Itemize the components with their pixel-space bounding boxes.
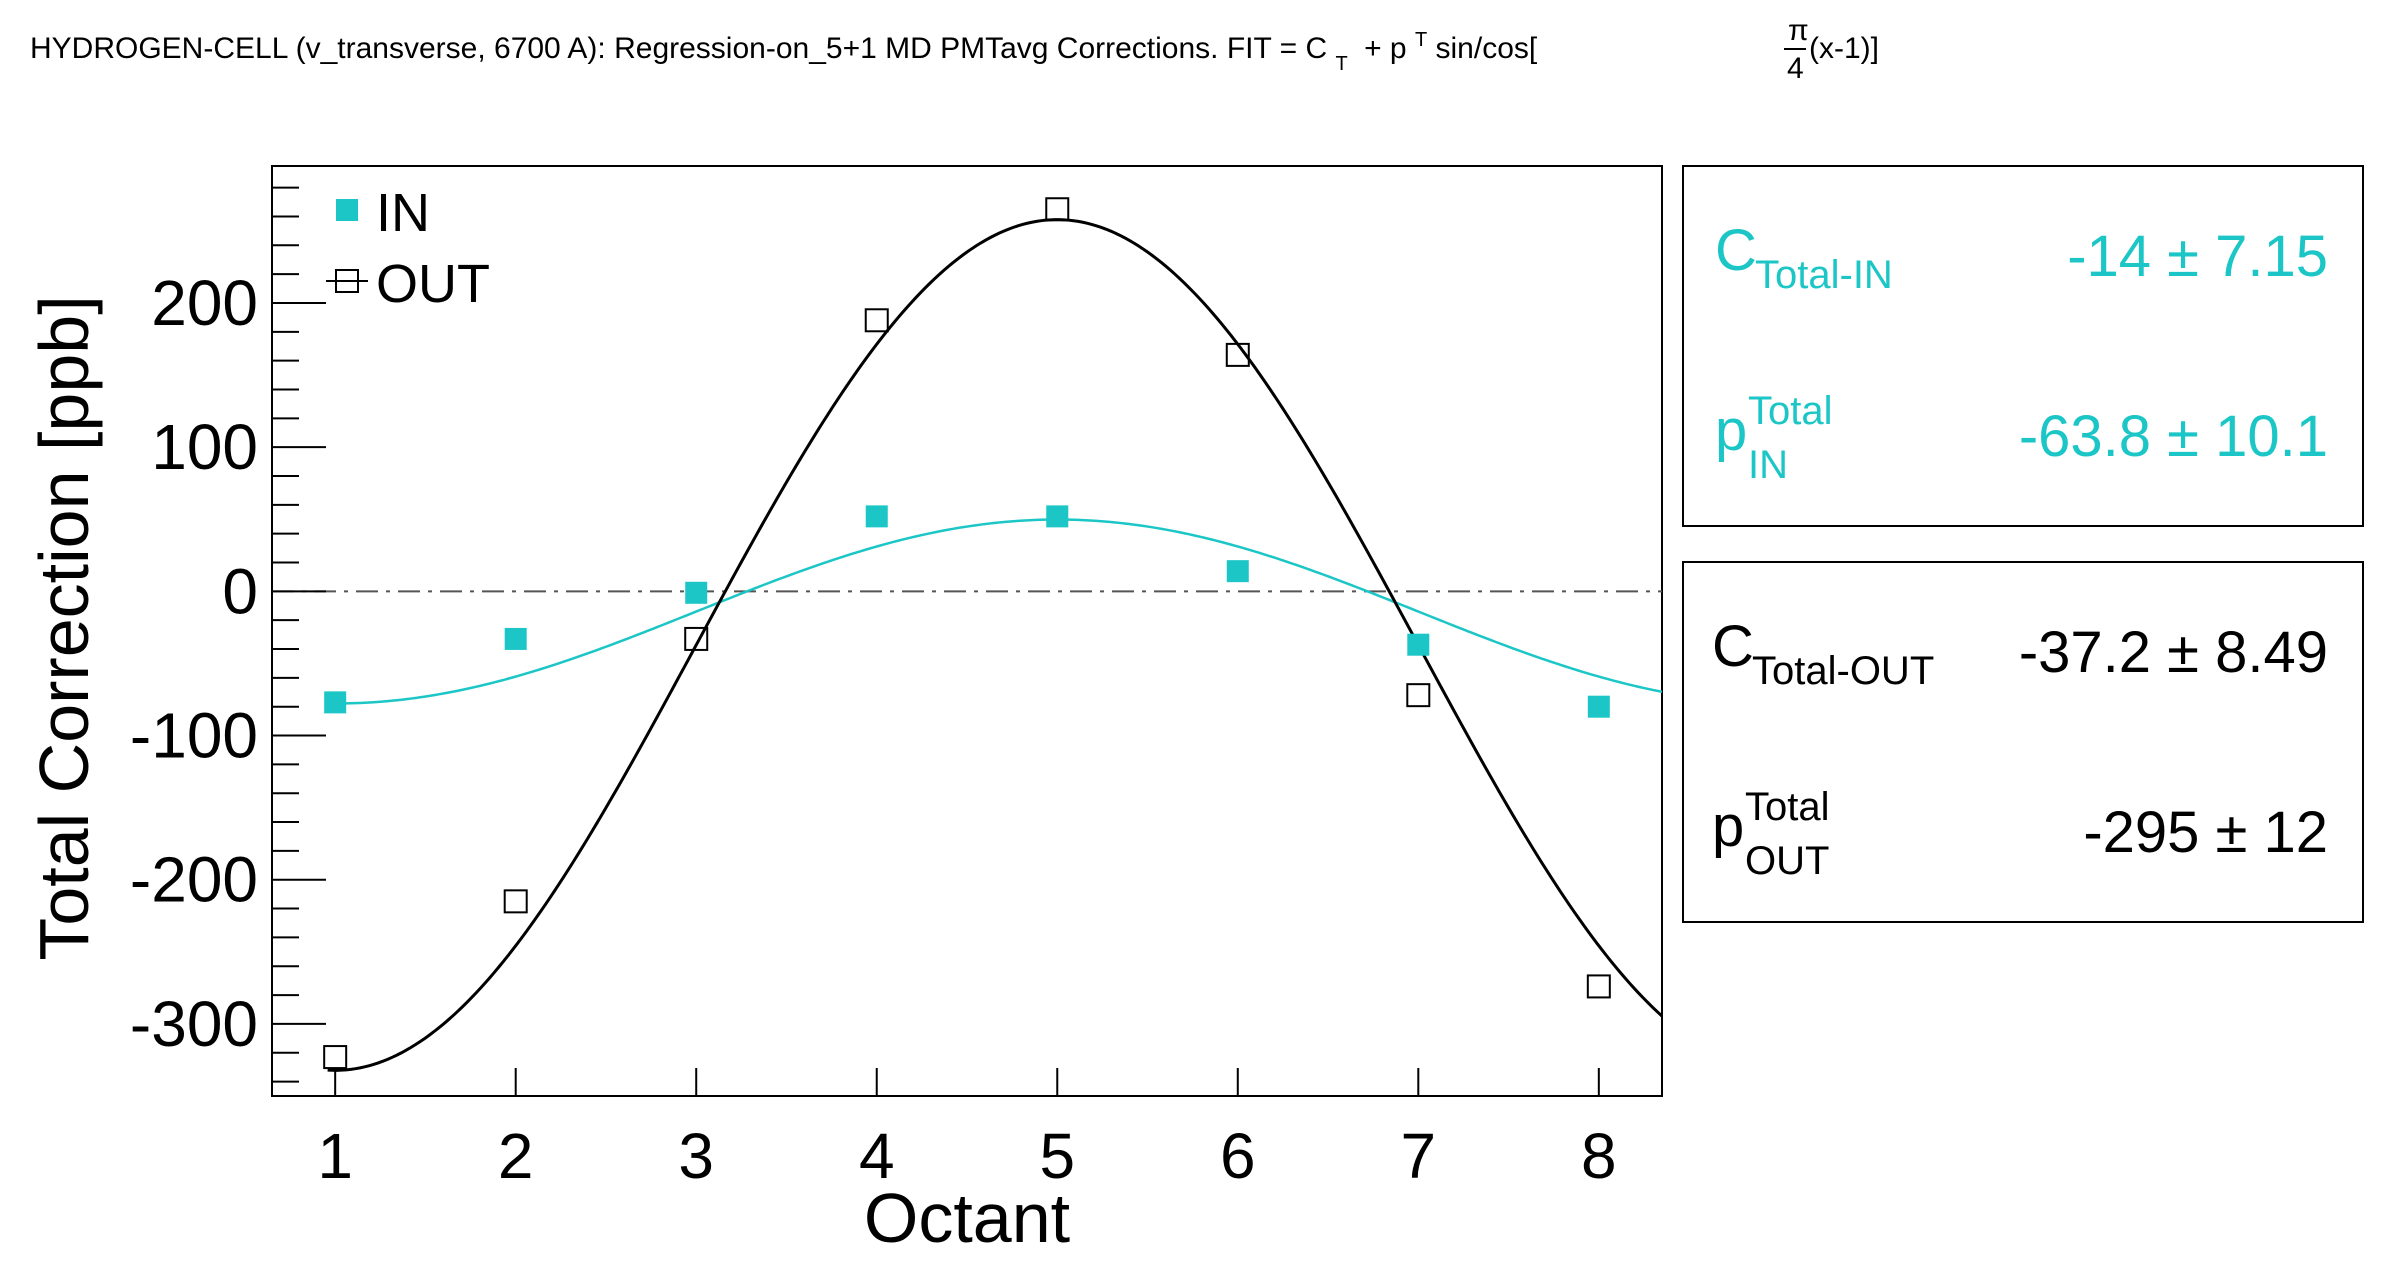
markers: [323, 197, 1611, 1070]
x-tick-label: 6: [1220, 1120, 1256, 1192]
point-out: [1225, 342, 1250, 367]
title-p-sup: T: [1415, 29, 1427, 51]
point-out: [1406, 683, 1431, 708]
point-in: [324, 691, 347, 714]
stat-out-p-symbol: p: [1712, 794, 1744, 859]
point-in: [1046, 505, 1069, 528]
chart-title: HYDROGEN-CELL (v_transverse, 6700 A): Re…: [30, 14, 1879, 85]
point-out: [1586, 974, 1611, 999]
svg-text:HYDROGEN-CELL (v_transverse, 6: HYDROGEN-CELL (v_transverse, 6700 A): Re…: [30, 20, 1538, 77]
stat-out-p-sub: OUT: [1745, 839, 1829, 883]
x-tick-label: 2: [498, 1120, 534, 1192]
legend: IN OUT: [326, 183, 490, 314]
fit-curves: [327, 218, 1664, 1072]
y-tick-label: -200: [130, 844, 258, 916]
point-in: [865, 505, 888, 528]
y-tick-label: 0: [222, 555, 258, 627]
stat-in-p-symbol: p: [1715, 398, 1747, 463]
y-ticks: -300 -200 -100 0 100 200: [130, 186, 326, 1083]
stat-out-c-sub: Total-OUT: [1752, 649, 1934, 693]
point-out: [323, 1045, 348, 1070]
legend-in-marker: [336, 199, 358, 221]
y-tick-label: 200: [151, 267, 258, 339]
stat-in-c-symbol: C: [1715, 218, 1757, 283]
x-tick-label: 1: [317, 1120, 353, 1192]
y-tick-label: -100: [130, 700, 258, 772]
point-in: [685, 581, 708, 604]
stat-out-p-sup: Total: [1745, 785, 1830, 829]
point-out: [864, 308, 889, 333]
legend-in-label: IN: [376, 183, 430, 243]
y-tick-label: -300: [130, 988, 258, 1060]
plot-frame: [271, 165, 1663, 1097]
stats-box-out: C Total-OUT -37.2 ± 8.49 p Total OUT -29…: [1682, 561, 2364, 923]
point-in: [1407, 633, 1430, 656]
x-tick-label: 8: [1581, 1120, 1617, 1192]
stats-box-in-frame: [1682, 165, 2364, 527]
legend-out-label: OUT: [376, 254, 490, 314]
title-c-sub: T: [1336, 53, 1348, 75]
point-out: [503, 889, 528, 914]
y-tick-label: 100: [151, 411, 258, 483]
title-prefix: HYDROGEN-CELL (v_transverse, 6700 A): Re…: [30, 32, 1327, 65]
title-frac-num: π: [1788, 14, 1809, 47]
x-tick-label: 5: [1039, 1120, 1075, 1192]
point-in: [1226, 560, 1249, 583]
stat-out-c-value: -37.2 ± 8.49: [2019, 620, 2328, 685]
point-out: [684, 626, 709, 651]
x-axis-title: Octant: [864, 1179, 1070, 1257]
stat-in-p-value: -63.8 ± 10.1: [2019, 404, 2328, 469]
stat-in-p-sub: IN: [1748, 443, 1788, 487]
point-in: [1587, 695, 1610, 718]
stat-in-p-sup: Total: [1748, 389, 1833, 433]
title-suffix: (x-1)]: [1809, 32, 1879, 65]
y-axis-title: Total Correction [ppb]: [25, 295, 103, 960]
title-after-p: sin/cos[: [1436, 32, 1538, 65]
x-tick-label: 4: [859, 1120, 895, 1192]
stat-out-c-symbol: C: [1712, 614, 1754, 679]
stat-in-c-sub: Total-IN: [1755, 253, 1893, 297]
stats-box-in: C Total-IN -14 ± 7.15 p Total IN -63.8 ±…: [1682, 165, 2364, 527]
title-mid: + p: [1364, 32, 1407, 65]
point-in: [504, 627, 527, 650]
point-out: [1045, 197, 1070, 222]
title-frac-den: 4: [1787, 52, 1804, 85]
fit-curve-out: [327, 218, 1664, 1072]
stat-in-c-value: -14 ± 7.15: [2067, 224, 2328, 289]
x-ticks: 1 2 3 4 5 6 7 8: [317, 1068, 1617, 1192]
stats-box-out-frame: [1682, 561, 2364, 923]
x-tick-label: 3: [678, 1120, 714, 1192]
fit-curve-in: [327, 518, 1663, 705]
x-tick-label: 7: [1401, 1120, 1437, 1192]
stat-out-p-value: -295 ± 12: [2083, 800, 2328, 865]
